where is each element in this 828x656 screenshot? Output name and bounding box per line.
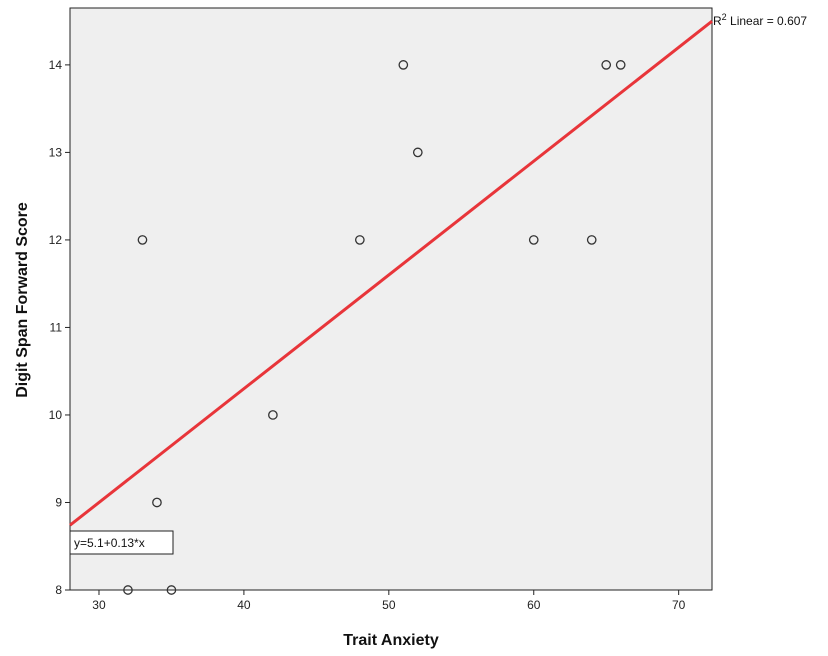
y-tick-label: 11 [50,320,63,334]
x-axis-title: Trait Anxiety [343,632,439,649]
data-point [412,147,423,158]
y-axis-title: Digit Span Forward Score [14,202,31,398]
data-point [354,235,365,245]
x-tick-label: 30 [92,598,106,612]
data-point [528,235,539,245]
data-points [123,60,626,595]
data-point [601,60,612,70]
data-point [398,60,409,70]
r-squared-label: R2 Linear = 0.607 [713,12,807,28]
r-squared-value: Linear = 0.607 [727,14,808,28]
y-tick-label: 14 [49,58,63,72]
data-point [123,585,133,595]
y-tick-label: 13 [49,145,63,159]
x-tick-label: 40 [237,598,251,612]
data-point [615,60,626,70]
data-point [137,235,148,245]
equation-box: y=5.1+0.13*x [69,530,174,555]
y-tick-label: 8 [55,583,62,597]
y-tick-label: 10 [49,408,63,422]
data-point [152,497,162,508]
regression-line [69,20,713,527]
data-point [268,410,278,420]
x-tick-label: 70 [672,598,686,612]
x-axis-ticks: 30 40 50 60 70 [92,590,686,612]
r-squared-superscript: 2 [722,12,727,22]
y-axis-ticks: 8 9 10 11 12 13 14 [49,58,70,597]
y-tick-label: 9 [55,495,62,509]
y-tick-label: 12 [49,233,63,247]
x-tick-label: 50 [382,598,396,612]
x-tick-label: 60 [527,598,541,612]
data-point [166,585,177,595]
equation-label: y=5.1+0.13*x [74,536,145,550]
r-squared-r: R [713,14,722,28]
data-point [586,235,597,245]
